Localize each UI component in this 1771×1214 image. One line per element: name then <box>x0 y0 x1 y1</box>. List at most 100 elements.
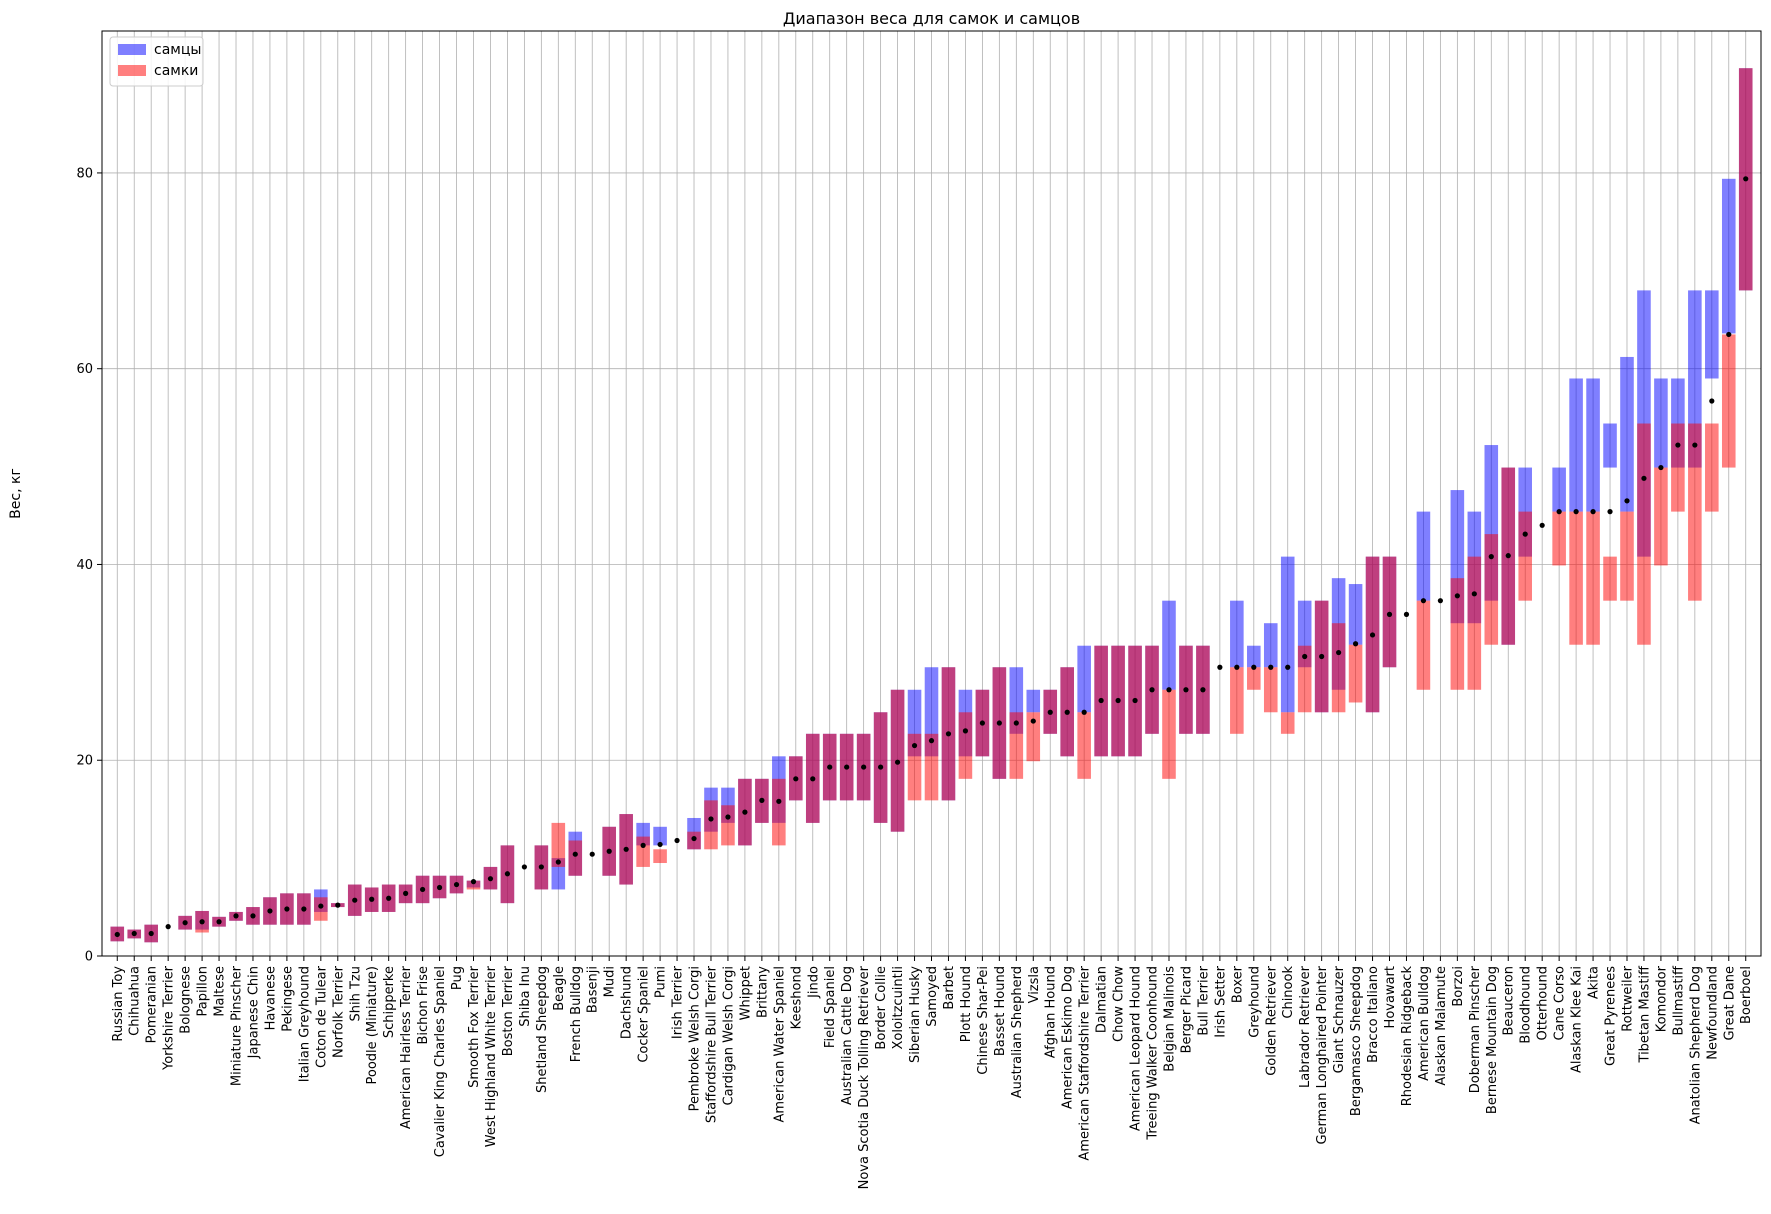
x-axis: Russian Toy Chihuahua Pomeranian Yorkshire … <box>111 956 1754 1189</box>
median-point <box>182 920 188 926</box>
median-point <box>301 906 307 912</box>
bar-female <box>1586 511 1600 645</box>
x-tick-label: Bloodhound <box>1519 966 1534 1044</box>
x-tick-label: Pomeranian <box>145 966 160 1043</box>
bar-female <box>704 800 718 850</box>
x-tick-label: Belgian Malinois <box>1162 966 1177 1072</box>
bar-female <box>1247 667 1261 690</box>
x-tick-label: Maltese <box>213 966 228 1017</box>
bar-female <box>1637 423 1651 645</box>
median-point <box>335 902 341 908</box>
legend: самцы самки <box>109 36 204 87</box>
median-point <box>844 764 850 770</box>
median-point <box>1624 498 1630 504</box>
median-point <box>1302 653 1308 660</box>
median-point <box>1743 176 1749 182</box>
bar-female <box>1671 423 1685 512</box>
x-tick-label: Mudi <box>603 966 618 997</box>
legend-swatch-female <box>118 65 146 76</box>
median-point <box>725 814 731 820</box>
x-tick-label: Brittany <box>755 966 770 1018</box>
median-point <box>894 759 901 765</box>
median-point <box>233 913 239 919</box>
bar-male <box>1705 290 1719 379</box>
median-point <box>487 876 494 882</box>
x-tick-label: Borzoi <box>1451 966 1466 1007</box>
median-point <box>793 776 799 782</box>
x-tick-label: Dalmatian <box>1095 966 1110 1033</box>
x-tick-label: Australian Shepherd <box>1010 966 1025 1098</box>
median-point <box>1369 632 1376 638</box>
median-point <box>1251 664 1257 670</box>
median-point <box>691 835 697 842</box>
x-tick-label: Doberman Pinscher <box>1468 965 1483 1093</box>
median-point <box>216 919 222 925</box>
x-tick-label: Cocker Spaniel <box>637 966 652 1063</box>
bar-female <box>1552 511 1566 566</box>
median-point <box>555 859 561 865</box>
median-point <box>1081 709 1087 715</box>
bar-female <box>1721 334 1736 468</box>
x-tick-label: Pekingese <box>280 966 295 1032</box>
x-tick-label: Poodle (Miniature) <box>365 966 380 1084</box>
x-tick-label: Vizsla <box>1027 966 1042 1003</box>
x-tick-label: Alaskan Klee Kai <box>1570 966 1585 1073</box>
bar-female <box>1705 423 1719 512</box>
median-point <box>403 890 409 896</box>
x-tick-label: Border Collie <box>874 966 889 1050</box>
x-tick-label: German Longhaired Pointer <box>1315 965 1330 1144</box>
bar-male <box>1552 467 1566 512</box>
y-axis-label: Вес, кг <box>8 468 24 519</box>
median-point <box>369 896 375 902</box>
x-tick-label: West Highland White Terrier <box>484 965 499 1147</box>
median-point <box>352 897 358 903</box>
bar-female <box>551 822 566 867</box>
x-tick-label: Alaskan Malamute <box>1434 966 1449 1086</box>
x-tick-label: Great Pyrenees <box>1604 966 1619 1066</box>
x-tick-label: French Bulldog <box>569 966 584 1062</box>
bar-female <box>1467 556 1482 690</box>
x-tick-label: American Staffordshire Terrier <box>1078 965 1093 1160</box>
bar-female <box>1263 667 1278 713</box>
x-tick-label: Beagle <box>552 966 567 1011</box>
x-tick-label: Field Spaniel <box>823 966 838 1048</box>
median-point <box>131 930 137 937</box>
median-point <box>1488 554 1494 560</box>
median-point <box>996 720 1002 726</box>
bar-male <box>1654 378 1668 468</box>
median-point <box>1183 687 1189 693</box>
x-tick-label: Otterhound <box>1536 966 1551 1040</box>
x-tick-label: Pumi <box>654 966 669 998</box>
bar-female <box>924 733 939 801</box>
x-tick-label: Rottweiler <box>1620 965 1635 1031</box>
bar-male <box>1603 423 1617 468</box>
bar-female <box>721 805 735 846</box>
median-point <box>776 798 782 804</box>
median-point <box>572 851 578 857</box>
median-point <box>250 913 256 919</box>
y-tick-label: 20 <box>76 754 93 769</box>
x-tick-label: Basenji <box>586 966 601 1013</box>
median-point <box>623 846 629 852</box>
y-axis: 0 20 40 60 80 <box>76 166 102 965</box>
x-tick-label: Bull Terrier <box>1196 965 1211 1035</box>
bar-male <box>1230 600 1244 668</box>
median-point <box>1268 664 1274 670</box>
median-point <box>911 742 918 749</box>
median-point <box>1319 653 1325 660</box>
median-point <box>521 864 527 870</box>
median-point <box>1658 464 1664 471</box>
x-tick-label: Greyhound <box>1247 966 1262 1038</box>
median-point <box>945 731 952 737</box>
x-tick-label: Coton de Tulear <box>314 965 329 1068</box>
x-tick-label: Chihuahua <box>128 966 143 1036</box>
legend-swatch-male <box>118 44 146 55</box>
median-point <box>1013 720 1019 726</box>
x-tick-label: Boston Terrier <box>501 965 516 1056</box>
bar-male <box>1263 623 1278 668</box>
x-tick-label: Jindo <box>806 966 821 999</box>
bar-male <box>1077 645 1091 713</box>
x-tick-label: American Leopard Hound <box>1129 966 1144 1131</box>
median-point <box>1607 509 1613 515</box>
bar-male <box>1416 511 1431 601</box>
